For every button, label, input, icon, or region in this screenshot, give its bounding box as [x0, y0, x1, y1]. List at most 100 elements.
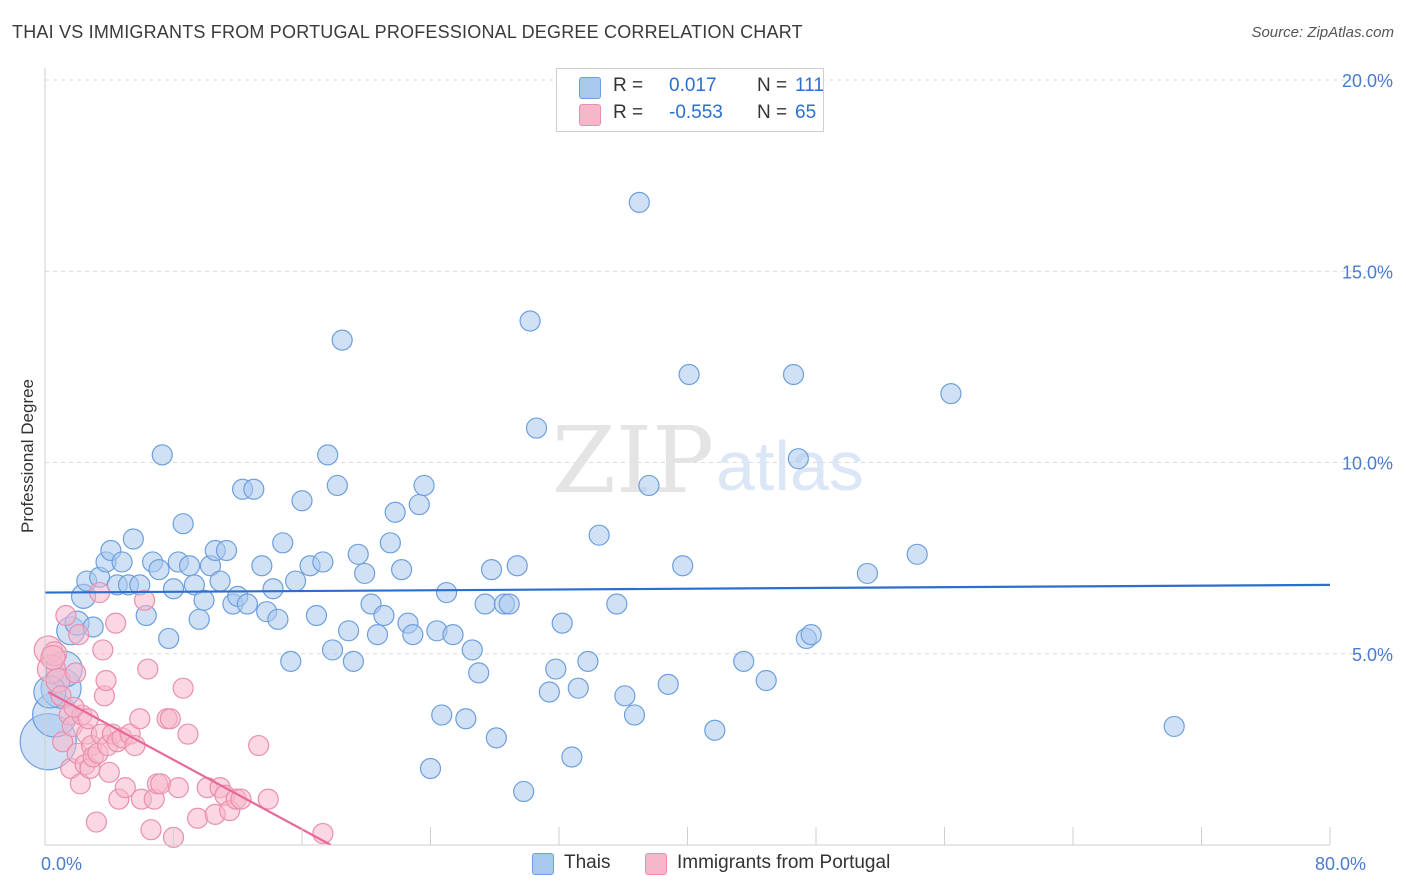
axis-layer: 5.0% 10.0% 15.0% 20.0% 0.0% 80.0% — [41, 68, 1393, 874]
grid-layer — [45, 79, 1392, 655]
legend-r-value: -0.553 — [669, 102, 723, 123]
data-point — [248, 734, 270, 757]
data-point — [906, 543, 928, 565]
legend-swatch-thais — [579, 77, 601, 99]
data-point — [63, 696, 85, 718]
data-point — [545, 658, 567, 680]
data-point — [606, 593, 628, 615]
data-point — [167, 777, 189, 799]
data-point — [588, 524, 610, 546]
legend-r-label: R = — [613, 75, 644, 96]
data-point — [52, 731, 74, 753]
data-point — [856, 562, 879, 585]
data-point — [638, 474, 660, 497]
legend-n-label: N = — [757, 102, 788, 123]
y-tick-label: 20.0% — [1342, 71, 1393, 91]
data-point — [628, 191, 650, 213]
data-point — [267, 608, 289, 630]
data-point — [312, 551, 334, 573]
data-point — [280, 650, 302, 673]
data-point — [183, 574, 205, 596]
data-point — [614, 685, 636, 707]
data-point — [262, 578, 284, 600]
data-point — [561, 746, 583, 768]
data-point — [129, 708, 151, 730]
y-tick-label: 10.0% — [1342, 454, 1393, 474]
data-point — [114, 777, 136, 799]
data-point — [623, 704, 646, 726]
data-point — [337, 620, 360, 642]
data-point — [342, 650, 364, 673]
data-point — [95, 669, 117, 692]
legend-n-value: 111 — [795, 75, 824, 96]
data-point — [379, 532, 401, 554]
data-point — [468, 662, 490, 684]
data-point — [347, 543, 369, 565]
source-credit: Source: ZipAtlas.com — [1251, 24, 1394, 41]
data-point — [733, 650, 755, 673]
data-point — [782, 363, 805, 386]
data-point — [172, 677, 194, 699]
data-point — [431, 704, 453, 726]
data-point — [354, 562, 376, 585]
points-layer — [19, 191, 1185, 848]
data-point — [105, 612, 127, 634]
data-point — [215, 539, 238, 562]
data-point — [85, 811, 108, 833]
data-point — [177, 723, 199, 745]
data-point — [257, 788, 279, 810]
legend-swatch-portugal — [579, 104, 601, 126]
data-point — [92, 639, 114, 661]
data-point — [455, 708, 477, 730]
data-point — [331, 329, 353, 351]
data-point — [148, 558, 170, 581]
data-point — [678, 363, 700, 386]
data-point — [159, 708, 181, 730]
trend-line — [47, 691, 332, 846]
data-point — [567, 677, 589, 699]
data-point — [188, 608, 210, 630]
data-point — [525, 417, 548, 439]
data-point — [800, 624, 822, 646]
data-point — [755, 669, 777, 692]
data-point — [243, 478, 265, 500]
data-point — [787, 448, 809, 470]
x-tick-label: 80.0% — [1315, 854, 1366, 874]
data-point — [657, 673, 679, 695]
data-point — [390, 558, 413, 581]
watermark-zip: ZIP — [552, 407, 714, 514]
data-point — [704, 719, 726, 741]
data-point — [317, 444, 339, 466]
data-point — [68, 624, 90, 646]
legend-r-label: R = — [613, 102, 644, 123]
data-point — [272, 532, 294, 554]
data-point — [158, 627, 180, 650]
data-point — [474, 593, 496, 615]
x-tick-label: 0.0% — [41, 854, 82, 874]
legend-n-value: 65 — [795, 102, 817, 123]
data-point — [284, 570, 307, 592]
data-point — [186, 807, 209, 829]
data-point — [140, 819, 162, 841]
data-point — [577, 650, 599, 673]
data-point — [480, 558, 503, 581]
y-tick-label: 5.0% — [1352, 645, 1393, 665]
data-point — [326, 474, 348, 497]
data-point — [519, 310, 541, 332]
data-point — [122, 528, 144, 550]
data-point — [137, 658, 159, 680]
trend-layer — [44, 583, 1331, 846]
y-tick-label: 15.0% — [1342, 262, 1393, 282]
data-point — [485, 727, 507, 749]
data-point — [209, 570, 231, 592]
legend-n-label: N = — [757, 75, 788, 96]
data-point — [193, 589, 215, 611]
data-point — [461, 639, 483, 661]
data-point — [55, 604, 77, 627]
data-point — [506, 555, 528, 577]
data-point — [442, 624, 464, 646]
data-point — [413, 474, 435, 497]
data-point — [940, 383, 962, 405]
data-point — [1163, 715, 1185, 738]
